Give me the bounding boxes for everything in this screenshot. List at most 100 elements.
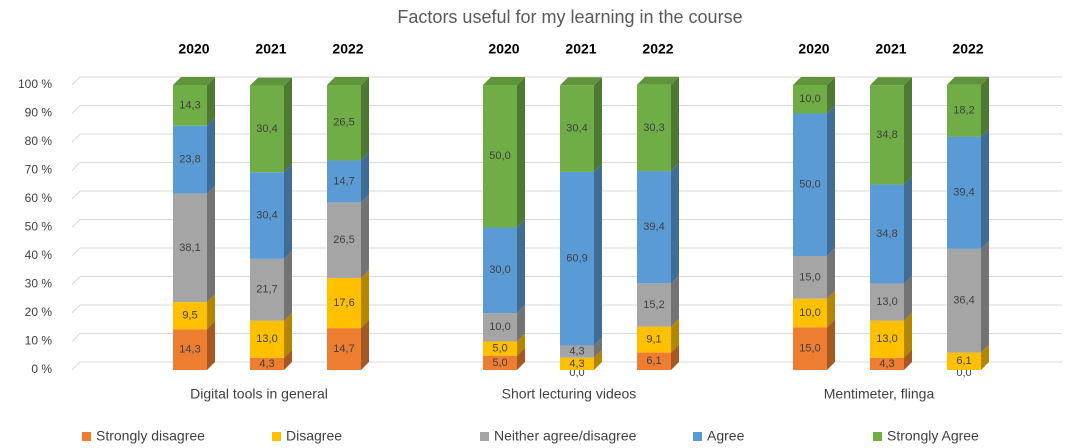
bar-segment — [637, 352, 671, 370]
value-label: 14,7 — [333, 175, 354, 187]
legend-swatch — [873, 432, 882, 441]
bar-side — [361, 194, 369, 278]
value-label: 14,3 — [179, 99, 200, 111]
bar-segment — [173, 85, 207, 126]
legend-swatch — [272, 432, 281, 441]
bar-segment — [637, 84, 671, 172]
bar-side — [671, 163, 679, 284]
bar-segment — [947, 84, 981, 137]
value-label: 36,4 — [953, 295, 974, 307]
y-tick-label: 10 % — [25, 334, 53, 348]
bar-top — [793, 77, 835, 85]
value-label: 38,1 — [179, 242, 200, 254]
value-label: 4,3 — [569, 358, 584, 370]
bar-side — [981, 76, 989, 137]
group-label: Short lecturing videos — [502, 386, 637, 402]
value-label: 15,2 — [643, 299, 664, 311]
y-tick-label: 40 % — [25, 248, 53, 262]
year-label: 2021 — [875, 41, 906, 57]
bar-side — [827, 77, 835, 114]
grid-line — [71, 219, 1062, 228]
bar-segment — [560, 345, 594, 358]
year-label: 2020 — [488, 41, 519, 57]
bar-side — [517, 305, 525, 342]
bar-top — [560, 77, 602, 86]
bar-segment — [793, 327, 827, 370]
bar-side — [904, 349, 912, 370]
legend-label: Disagree — [286, 428, 342, 444]
value-label: 10,0 — [489, 321, 510, 333]
grid-line — [71, 333, 1062, 342]
bar-side — [981, 344, 989, 370]
bar-segment — [870, 357, 904, 370]
value-label: 30,4 — [566, 123, 587, 135]
value-label: 30,3 — [643, 122, 664, 134]
bar-side — [671, 76, 679, 172]
bar-segment — [560, 85, 594, 172]
y-tick-label: 0 % — [31, 362, 52, 376]
bar-segment — [947, 248, 981, 353]
bar-side — [207, 117, 215, 194]
bar-segment — [947, 136, 981, 249]
bar-segment — [173, 193, 207, 303]
year-label: 2020 — [798, 41, 829, 57]
bar-segment — [327, 328, 361, 370]
y-tick-label: 80 % — [25, 134, 53, 148]
chart-title: Factors useful for my learning in the co… — [397, 7, 742, 27]
value-label: 6,1 — [956, 355, 971, 367]
grid-line — [71, 304, 1062, 314]
value-label: 13,0 — [256, 333, 277, 345]
bar-segment — [793, 85, 827, 114]
value-label: 23,8 — [179, 154, 200, 166]
value-label: 50,0 — [489, 150, 510, 162]
bar-side — [981, 240, 989, 353]
bar-segment — [173, 329, 207, 370]
value-label: 39,4 — [953, 187, 974, 199]
y-tick-label: 100 % — [18, 77, 52, 91]
value-label: 9,1 — [646, 334, 661, 346]
bar-top — [637, 76, 679, 85]
bar-segment — [793, 256, 827, 299]
bar-side — [361, 77, 369, 161]
legend-label: Agree — [707, 428, 745, 444]
y-tick-label: 50 % — [25, 220, 53, 234]
bar-side — [207, 77, 215, 126]
year-label: 2022 — [332, 41, 363, 57]
legend-swatch — [82, 432, 91, 441]
value-label: 30,0 — [489, 264, 510, 276]
bar-side — [671, 275, 679, 327]
value-label: 60,9 — [566, 253, 587, 265]
value-label: 4,3 — [879, 358, 894, 370]
legend-label: Strongly Agree — [887, 428, 979, 444]
grid-line — [71, 247, 1062, 257]
grid-line — [71, 162, 1062, 171]
bar-top — [870, 77, 912, 86]
grid-line — [71, 190, 1062, 200]
bar-side — [827, 319, 835, 370]
bar-segment — [327, 277, 361, 329]
bar-segment — [173, 302, 207, 330]
bar-side — [207, 294, 215, 330]
year-label: 2020 — [178, 41, 209, 57]
bar-side — [517, 347, 525, 370]
bar-segment — [793, 298, 827, 328]
bar-side — [207, 321, 215, 370]
value-label: 15,0 — [799, 271, 820, 283]
value-label: 10,0 — [799, 307, 820, 319]
bar-segment — [793, 113, 827, 256]
value-label: 30,4 — [256, 123, 277, 135]
grid-line — [71, 76, 1062, 86]
y-tick-label: 30 % — [25, 277, 53, 291]
bar-segment — [173, 125, 207, 194]
bar-segment — [250, 172, 284, 259]
bar-segment — [483, 313, 517, 342]
bar-side — [671, 318, 679, 353]
bar-side — [594, 77, 602, 172]
value-label: 5,0 — [492, 357, 507, 369]
bar-top — [173, 77, 215, 85]
value-label: 10,0 — [799, 93, 820, 105]
bar-side — [981, 128, 989, 249]
y-tick-label: 60 % — [25, 191, 53, 205]
value-label: 34,8 — [876, 129, 897, 141]
